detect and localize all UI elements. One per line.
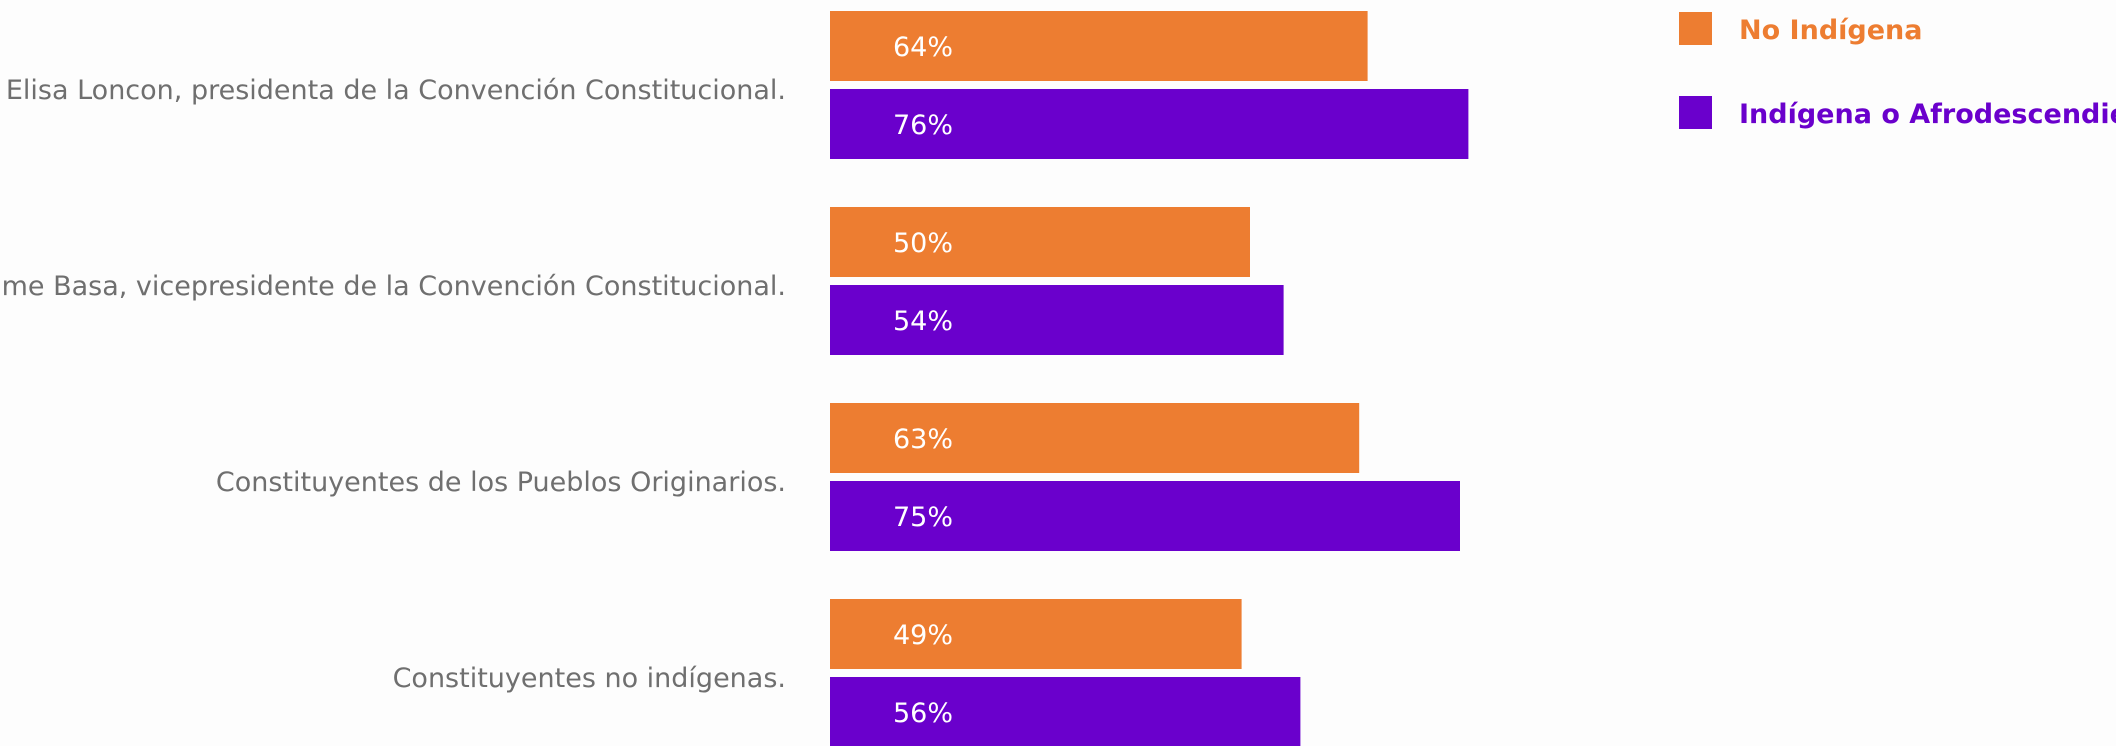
- value-label: 54%: [893, 306, 953, 337]
- category-label: Constituyentes de los Pueblos Originario…: [216, 467, 786, 498]
- value-label: 75%: [893, 502, 953, 533]
- legend-label: No Indígena: [1739, 15, 1922, 46]
- value-label: 49%: [893, 620, 953, 651]
- bar-indigena-3: [830, 677, 1301, 746]
- bar-indigena-2: [830, 481, 1460, 551]
- bar-no-indigena-2: [830, 403, 1360, 473]
- legend-swatch: [1679, 96, 1712, 129]
- value-label: 56%: [893, 698, 953, 729]
- bar-indigena-1: [830, 285, 1284, 355]
- value-label: 64%: [893, 32, 953, 63]
- bar-no-indigena-0: [830, 11, 1368, 81]
- bar-indigena-0: [830, 89, 1469, 159]
- category-labels: Elisa Loncon, presidenta de la Convenció…: [0, 75, 786, 694]
- legend-label: Indígena o Afrodescendiente: [1739, 99, 2116, 130]
- bar-no-indigena-1: [830, 207, 1250, 277]
- bars-layer: 64% 76% 50% 54% 63% 75% 49% 56%: [830, 11, 1469, 746]
- bar-no-indigena-3: [830, 599, 1242, 669]
- category-label: Elisa Loncon, presidenta de la Convenció…: [6, 75, 786, 106]
- value-label: 76%: [893, 110, 953, 141]
- legend-swatch: [1679, 12, 1712, 45]
- category-label: Jaime Basa, vicepresidente de la Convenc…: [0, 271, 786, 302]
- category-label: Constituyentes no indígenas.: [393, 663, 786, 694]
- legend: No Indígena Indígena o Afrodescendiente: [1679, 12, 2116, 130]
- value-label: 63%: [893, 424, 953, 455]
- value-label: 50%: [893, 228, 953, 259]
